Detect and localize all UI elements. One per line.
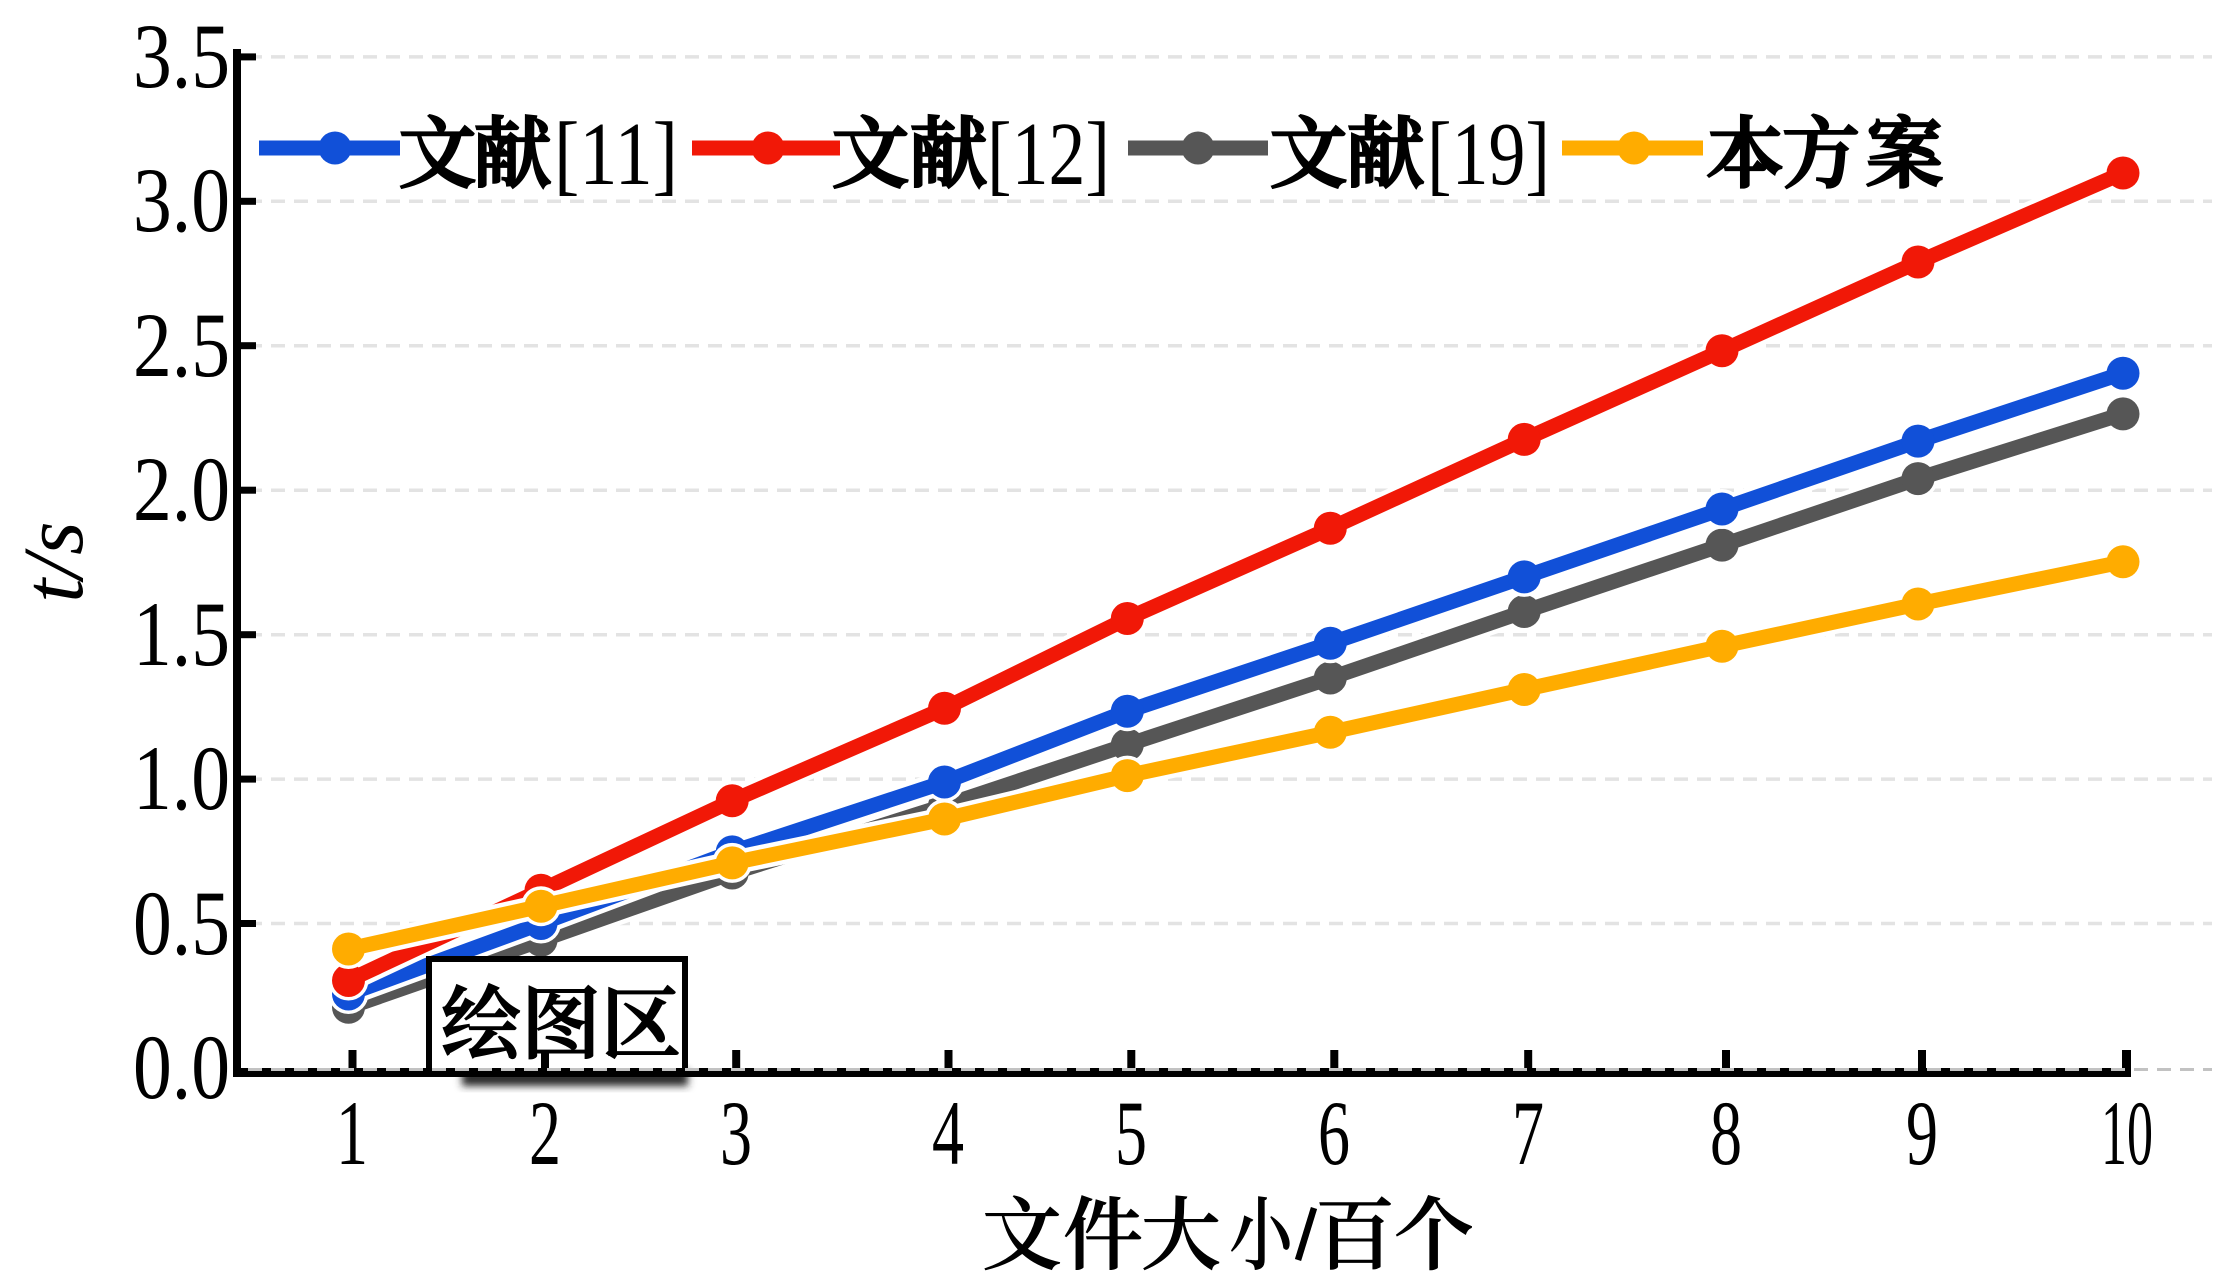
svg-text:2.5: 2.5 [133, 294, 230, 396]
svg-text:6: 6 [1318, 1082, 1350, 1184]
svg-text:7: 7 [1512, 1082, 1544, 1184]
svg-text:2.0: 2.0 [133, 438, 230, 540]
svg-text:t/s: t/s [5, 521, 101, 602]
svg-text:3: 3 [720, 1082, 752, 1184]
svg-text:9: 9 [1906, 1082, 1938, 1184]
svg-text:0.0: 0.0 [133, 1016, 230, 1118]
svg-text:1: 1 [336, 1082, 368, 1184]
svg-text:4: 4 [932, 1082, 964, 1184]
svg-text:1.5: 1.5 [133, 583, 230, 685]
svg-text:[19]: [19] [1427, 105, 1550, 204]
svg-text:1.0: 1.0 [133, 727, 230, 829]
svg-text:3.5: 3.5 [133, 5, 230, 107]
svg-text:[11]: [11] [554, 105, 678, 204]
svg-text:2: 2 [529, 1082, 561, 1184]
svg-text:3.0: 3.0 [133, 149, 230, 251]
svg-text:[12]: [12] [987, 105, 1110, 204]
svg-text:5: 5 [1115, 1082, 1147, 1184]
svg-text:8: 8 [1710, 1082, 1742, 1184]
svg-text:10: 10 [2101, 1082, 2153, 1184]
svg-text:0.5: 0.5 [133, 872, 230, 974]
